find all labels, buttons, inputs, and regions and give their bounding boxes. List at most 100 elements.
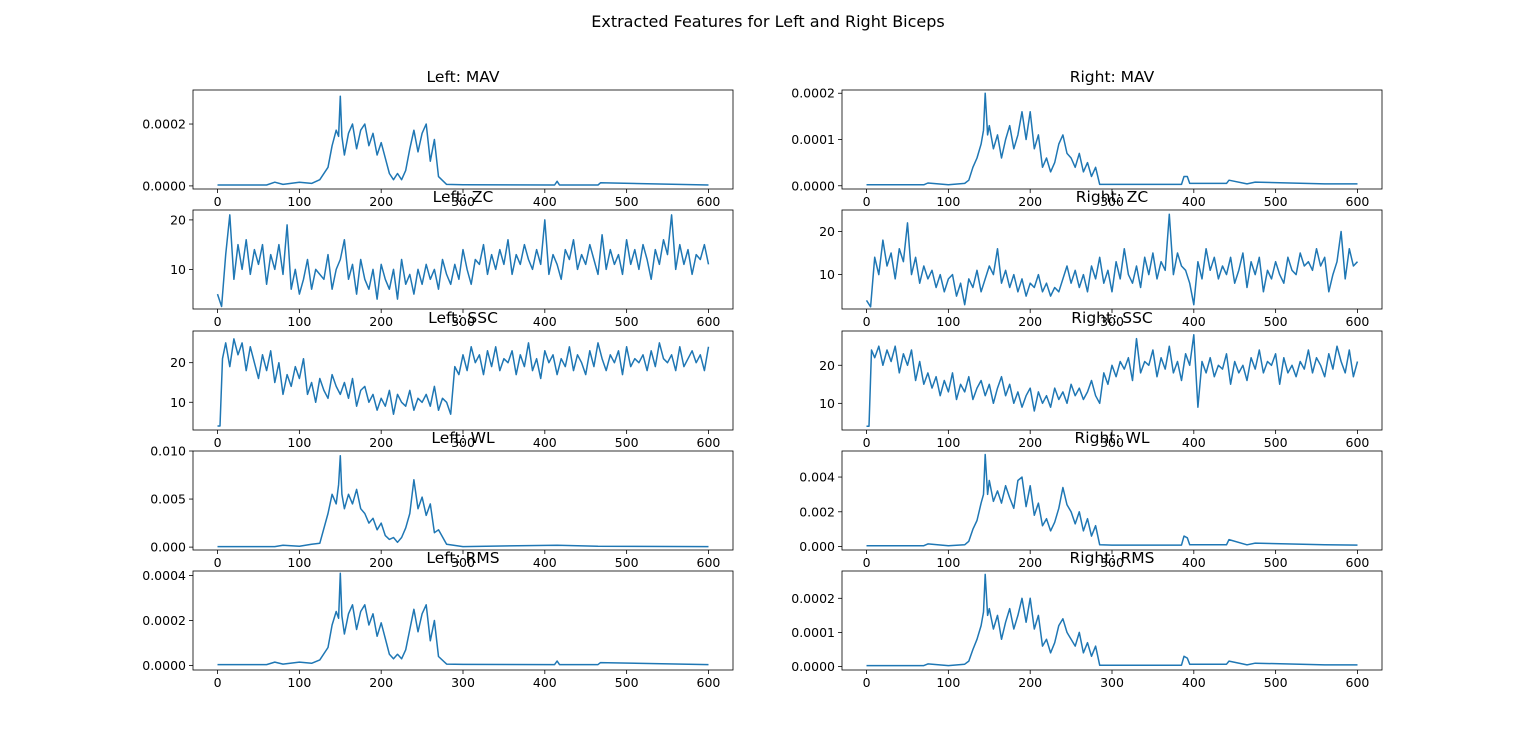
subplot-title: Right: RMS — [1070, 549, 1155, 567]
axes-frame — [841, 570, 1383, 671]
y-tick-label: 0.0000 — [142, 178, 186, 193]
x-tick-label: 400 — [533, 314, 557, 329]
x-tick-label: 200 — [1018, 435, 1042, 450]
subplot-title: Right: SSC — [1071, 309, 1152, 327]
subplot-title: Left: WL — [431, 429, 495, 447]
subplot-title: Left: RMS — [426, 549, 499, 567]
x-tick-label: 500 — [615, 194, 639, 209]
x-tick-label: 200 — [369, 435, 393, 450]
x-tick-label: 600 — [697, 314, 721, 329]
x-tick-label: 500 — [1264, 314, 1288, 329]
axes-frame — [841, 450, 1383, 551]
x-tick-label: 100 — [936, 435, 960, 450]
x-tick-label: 600 — [1346, 194, 1370, 209]
x-tick-label: 300 — [451, 435, 475, 450]
subplot-right-zc: 0 100 200 300 400 500 600 10 20 Right: ZC — [819, 188, 1383, 329]
x-tick-label: 100 — [936, 555, 960, 570]
y-tick-label: 20 — [170, 355, 186, 370]
y-tick-label: 0.0000 — [791, 659, 835, 674]
x-tick-label: 0 — [863, 435, 871, 450]
x-tick-label: 0 — [863, 314, 871, 329]
x-tick-label: 400 — [1182, 555, 1206, 570]
x-tick-label: 0 — [214, 435, 222, 450]
y-tick-label: 0.0000 — [791, 178, 835, 193]
x-tick-label: 200 — [369, 675, 393, 690]
subplot-title: Right: WL — [1075, 429, 1150, 447]
y-tick-label: 0.0001 — [791, 625, 835, 640]
x-tick-label: 600 — [697, 555, 721, 570]
x-tick-label: 500 — [615, 435, 639, 450]
x-tick-label: 300 — [1100, 675, 1124, 690]
x-tick-label: 300 — [451, 675, 475, 690]
x-tick-label: 0 — [863, 194, 871, 209]
x-tick-label: 100 — [287, 435, 311, 450]
x-tick-label: 200 — [1018, 675, 1042, 690]
x-tick-label: 600 — [1346, 555, 1370, 570]
x-tick-label: 600 — [1346, 675, 1370, 690]
series-line — [217, 338, 710, 427]
y-tick-label: 10 — [819, 396, 835, 411]
x-tick-label: 300 — [451, 194, 475, 209]
subplot-title: Left: ZC — [433, 188, 494, 206]
x-tick-label: 400 — [1182, 675, 1206, 690]
subplot-title: Left: MAV — [427, 68, 500, 86]
y-tick-label: 0.0002 — [142, 613, 186, 628]
x-tick-label: 0 — [214, 194, 222, 209]
series-line — [866, 92, 1358, 186]
y-tick-label: 0.004 — [799, 470, 835, 485]
subplot-left-rms: 0 100 200 300 400 500 600 0.0000 0.0002 0.0004 Lef… — [142, 549, 734, 690]
axes-frame — [192, 450, 734, 551]
figure-title: Extracted Features for Left and Right Bi… — [591, 12, 945, 31]
axes-frame — [192, 209, 734, 310]
x-tick-label: 100 — [287, 555, 311, 570]
x-tick-label: 200 — [369, 194, 393, 209]
x-tick-label: 500 — [1264, 555, 1288, 570]
x-tick-label: 600 — [697, 675, 721, 690]
subplot-left-mav: 0 100 200 300 400 500 600 0.0000 0.0002 Left: MAV — [142, 68, 734, 209]
x-tick-label: 200 — [369, 314, 393, 329]
x-tick-label: 100 — [936, 314, 960, 329]
series-line — [866, 453, 1358, 547]
x-tick-label: 200 — [1018, 194, 1042, 209]
series-line — [865, 213, 1359, 308]
x-tick-label: 500 — [1264, 435, 1288, 450]
x-tick-label: 400 — [533, 435, 557, 450]
y-tick-label: 0.005 — [150, 492, 186, 507]
x-tick-label: 400 — [1182, 435, 1206, 450]
x-tick-label: 500 — [1264, 194, 1288, 209]
axes-frame — [841, 209, 1383, 310]
x-tick-label: 0 — [214, 555, 222, 570]
axes-frame — [192, 89, 734, 190]
x-tick-label: 0 — [863, 555, 871, 570]
y-tick-label: 10 — [170, 395, 186, 410]
subplot-title: Left: SSC — [428, 309, 498, 327]
x-tick-label: 0 — [214, 675, 222, 690]
series-line — [866, 334, 1359, 427]
x-tick-label: 400 — [1182, 314, 1206, 329]
x-tick-label: 100 — [287, 194, 311, 209]
x-tick-label: 200 — [1018, 555, 1042, 570]
x-tick-label: 200 — [1018, 314, 1042, 329]
x-tick-label: 300 — [1100, 435, 1124, 450]
x-tick-label: 600 — [697, 194, 721, 209]
y-tick-label: 20 — [819, 224, 835, 239]
subplot-title: Right: ZC — [1076, 188, 1148, 206]
y-tick-label: 20 — [170, 212, 186, 227]
x-tick-label: 0 — [214, 314, 222, 329]
axes-frame — [192, 570, 734, 671]
x-tick-label: 300 — [451, 555, 475, 570]
x-tick-label: 100 — [936, 675, 960, 690]
x-tick-label: 100 — [287, 675, 311, 690]
x-tick-label: 200 — [369, 555, 393, 570]
x-tick-label: 0 — [863, 675, 871, 690]
series-line — [866, 573, 1358, 667]
y-tick-label: 0.002 — [799, 504, 835, 519]
series-line — [217, 572, 709, 666]
x-tick-label: 400 — [533, 555, 557, 570]
subplot-left-zc: 0 100 200 300 400 500 600 10 20 Left: ZC — [170, 188, 734, 329]
subplot-right-rms: 0 100 200 300 400 500 600 0.0000 0.0001 0.0002 Rig… — [791, 549, 1383, 690]
x-tick-label: 500 — [615, 555, 639, 570]
y-tick-label: 10 — [170, 262, 186, 277]
x-tick-label: 600 — [697, 435, 721, 450]
